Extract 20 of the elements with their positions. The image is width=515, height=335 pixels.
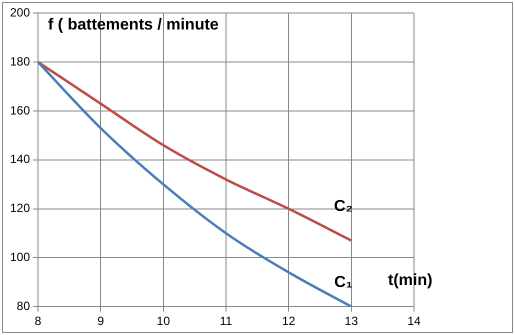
y-tick-label: 120	[10, 201, 30, 216]
series-label: C₁	[334, 274, 353, 292]
line-series	[38, 60, 353, 307]
x-tick-label: 14	[407, 314, 421, 328]
x-tick-label: 11	[220, 314, 233, 328]
y-tick-label: 200	[10, 6, 30, 20]
y-axis-title: f ( battements / minute	[48, 16, 219, 34]
y-tick-label: 160	[10, 103, 30, 118]
x-tick-label: 13	[344, 314, 358, 328]
y-tick-label: 180	[10, 54, 30, 68]
x-tick-label: 9	[97, 314, 104, 328]
x-tick-label: 8	[34, 314, 42, 328]
y-tick-label: 140	[10, 152, 30, 166]
line-series	[38, 60, 353, 242]
x-tick-label: 10	[156, 314, 170, 328]
x-axis-title: t(min)	[388, 272, 432, 290]
y-tick-label: 80	[16, 298, 30, 313]
y-tick-label: 100	[10, 250, 30, 264]
series-label: C₂	[334, 198, 353, 215]
x-tick-label: 12	[282, 314, 296, 328]
